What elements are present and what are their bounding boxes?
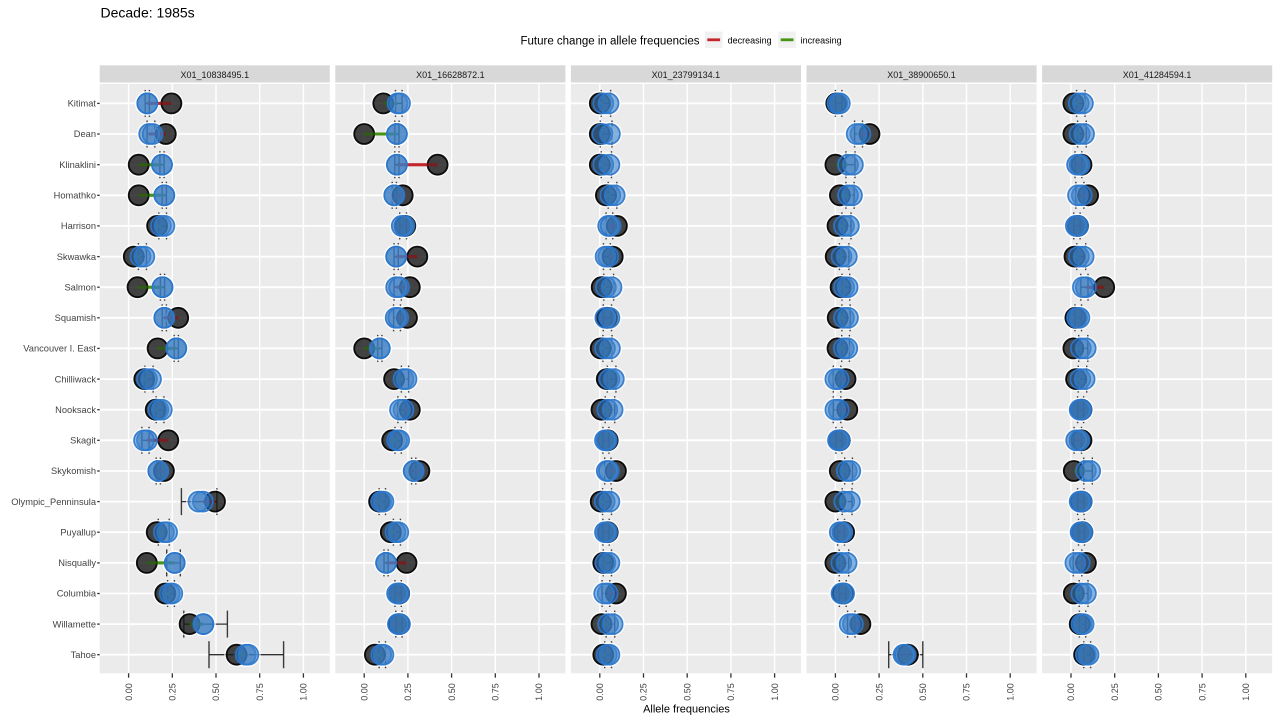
svg-text:Nisqually: Nisqually	[58, 558, 96, 568]
svg-text:X01_16628872.1: X01_16628872.1	[416, 70, 485, 80]
svg-text:Klinaklini: Klinaklini	[59, 160, 96, 170]
svg-text:Skagit: Skagit	[70, 436, 96, 446]
svg-text:Future change in allele freque: Future change in allele frequencies	[520, 35, 699, 47]
svg-text:0.50: 0.50	[1154, 683, 1164, 701]
svg-text:Squamish: Squamish	[55, 313, 96, 323]
svg-text:1.00: 1.00	[1005, 683, 1015, 701]
svg-text:Allele frequencies: Allele frequencies	[643, 704, 730, 716]
svg-text:0.75: 0.75	[1197, 683, 1207, 701]
svg-text:0.50: 0.50	[211, 683, 221, 701]
svg-text:1.00: 1.00	[299, 683, 309, 701]
svg-text:0.50: 0.50	[682, 683, 692, 701]
svg-text:Skykomish: Skykomish	[51, 466, 96, 476]
svg-text:1.00: 1.00	[534, 683, 544, 701]
svg-text:0.25: 0.25	[874, 683, 884, 701]
svg-text:0.25: 0.25	[639, 683, 649, 701]
svg-text:X01_41284594.1: X01_41284594.1	[1123, 70, 1192, 80]
svg-text:X01_38900650.1: X01_38900650.1	[887, 70, 956, 80]
svg-text:0.00: 0.00	[831, 683, 841, 701]
svg-text:decreasing: decreasing	[728, 35, 772, 45]
svg-text:1.00: 1.00	[770, 683, 780, 701]
svg-text:Columbia: Columbia	[57, 589, 97, 599]
svg-text:X01_23799134.1: X01_23799134.1	[652, 70, 721, 80]
svg-text:Puyallup: Puyallup	[60, 527, 96, 537]
svg-text:0.50: 0.50	[918, 683, 928, 701]
svg-text:0.00: 0.00	[124, 683, 134, 701]
svg-text:0.75: 0.75	[726, 683, 736, 701]
svg-text:1.00: 1.00	[1241, 683, 1251, 701]
svg-text:Chilliwack: Chilliwack	[55, 374, 97, 384]
svg-text:Decade: 1985s: Decade: 1985s	[101, 5, 195, 21]
svg-text:Homathko: Homathko	[54, 191, 96, 201]
svg-text:Vancouver I. East: Vancouver I. East	[23, 344, 96, 354]
svg-text:0.25: 0.25	[403, 683, 413, 701]
svg-text:Kitimat: Kitimat	[68, 99, 97, 109]
svg-text:0.25: 0.25	[168, 683, 178, 701]
svg-text:0.50: 0.50	[447, 683, 457, 701]
svg-text:increasing: increasing	[801, 35, 842, 45]
svg-text:0.25: 0.25	[1110, 683, 1120, 701]
svg-text:Skwawka: Skwawka	[57, 252, 97, 262]
svg-text:Tahoe: Tahoe	[71, 650, 96, 660]
svg-text:Salmon: Salmon	[64, 282, 96, 292]
svg-text:0.00: 0.00	[595, 683, 605, 701]
svg-text:0.75: 0.75	[962, 683, 972, 701]
svg-text:0.00: 0.00	[359, 683, 369, 701]
svg-text:Nooksack: Nooksack	[55, 405, 96, 415]
svg-text:Dean: Dean	[74, 129, 96, 139]
svg-text:X01_10838495.1: X01_10838495.1	[181, 70, 250, 80]
svg-text:Olympic_Penninsula: Olympic_Penninsula	[11, 497, 97, 507]
svg-text:0.75: 0.75	[255, 683, 265, 701]
svg-text:Willamette: Willamette	[53, 619, 96, 629]
svg-text:Harrison: Harrison	[61, 221, 96, 231]
svg-text:0.75: 0.75	[491, 683, 501, 701]
svg-text:0.00: 0.00	[1066, 683, 1076, 701]
